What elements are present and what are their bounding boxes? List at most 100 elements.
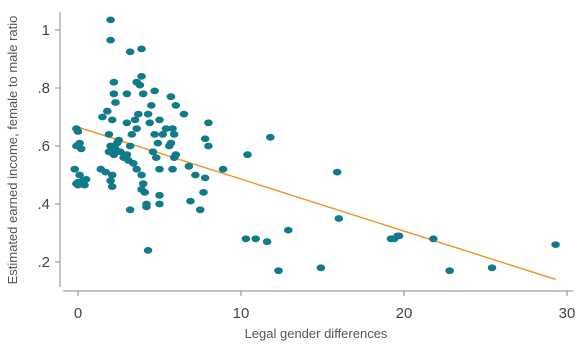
data-point xyxy=(283,226,293,234)
data-point xyxy=(96,165,106,173)
data-point xyxy=(109,151,119,159)
data-point xyxy=(106,177,115,185)
data-point xyxy=(199,189,208,196)
data-point xyxy=(116,148,125,156)
data-point xyxy=(179,110,189,118)
data-point xyxy=(127,131,137,138)
data-point xyxy=(241,235,251,243)
data-point xyxy=(204,119,213,127)
data-point xyxy=(75,171,84,179)
data-point xyxy=(200,135,210,143)
data-point xyxy=(153,139,163,147)
x-axis-title: Legal gender differences xyxy=(245,326,388,341)
data-point xyxy=(266,133,275,141)
fit-line-group xyxy=(77,126,556,281)
data-point xyxy=(125,206,135,214)
data-point xyxy=(262,238,272,246)
data-point xyxy=(107,116,117,124)
data-point xyxy=(109,78,119,86)
data-point xyxy=(106,16,115,24)
data-point xyxy=(186,197,195,205)
data-point xyxy=(76,145,86,153)
data-point xyxy=(107,171,117,179)
data-point xyxy=(169,131,179,138)
x-tick-label: 20 xyxy=(396,305,413,322)
y-tick-label: .6 xyxy=(37,138,50,155)
data-point xyxy=(137,45,146,53)
y-ticks: .2 .4 .6 .8 1 xyxy=(37,22,60,271)
data-point xyxy=(145,119,155,127)
data-point xyxy=(184,162,194,170)
data-point xyxy=(171,151,181,159)
data-point xyxy=(103,107,112,115)
data-point xyxy=(73,181,83,189)
data-point xyxy=(150,131,159,138)
data-point xyxy=(429,235,438,243)
data-point xyxy=(135,81,145,89)
y-tick-label: .4 xyxy=(37,196,50,213)
data-point xyxy=(151,154,161,162)
data-point xyxy=(137,186,146,193)
data-point xyxy=(332,168,342,176)
data-point xyxy=(70,165,80,173)
y-tick-label: .2 xyxy=(37,254,50,271)
data-point xyxy=(104,131,114,138)
data-point xyxy=(168,165,177,173)
data-point xyxy=(143,247,153,254)
data-point xyxy=(200,174,210,182)
data-point xyxy=(138,90,148,98)
data-point xyxy=(132,125,141,132)
data-point xyxy=(394,232,404,240)
y-tick-label: .8 xyxy=(37,80,50,97)
fit-line xyxy=(77,126,556,281)
data-point xyxy=(155,200,164,208)
data-point xyxy=(111,99,120,106)
data-point xyxy=(166,139,176,147)
data-point xyxy=(134,110,143,118)
data-point xyxy=(132,165,141,173)
data-point xyxy=(150,87,159,95)
data-point xyxy=(81,175,91,183)
data-point xyxy=(158,131,168,138)
data-point xyxy=(122,151,132,159)
data-point xyxy=(334,215,344,222)
data-point xyxy=(98,113,107,121)
data-point xyxy=(130,116,140,124)
y-tick-label: 1 xyxy=(42,22,50,39)
data-point xyxy=(218,165,228,173)
data-point xyxy=(107,183,117,191)
data-point xyxy=(161,125,171,132)
data-point xyxy=(143,110,153,118)
data-point xyxy=(168,125,177,132)
data-point xyxy=(166,93,176,101)
data-point xyxy=(142,203,151,211)
x-tick-label: 10 xyxy=(233,305,250,322)
data-point xyxy=(125,48,135,56)
data-point xyxy=(445,267,454,275)
data-point xyxy=(147,102,156,109)
data-point xyxy=(122,119,132,127)
x-tick-label: 30 xyxy=(559,305,576,322)
data-point xyxy=(73,128,83,135)
data-point xyxy=(80,181,89,189)
data-point xyxy=(204,142,213,150)
y-axis-title: Estimated earned income, female to male … xyxy=(5,16,20,285)
data-point xyxy=(155,191,164,199)
x-ticks: 0 10 20 30 xyxy=(74,291,576,322)
data-point xyxy=(551,241,560,249)
data-point xyxy=(138,180,148,188)
data-point xyxy=(75,139,84,147)
points-group xyxy=(70,16,560,275)
x-tick-label: 0 xyxy=(74,305,82,322)
data-point xyxy=(114,136,124,144)
data-point xyxy=(148,148,158,156)
data-point xyxy=(251,235,260,243)
data-point xyxy=(155,165,164,173)
data-point xyxy=(109,90,119,98)
data-point xyxy=(137,73,146,80)
data-point xyxy=(316,264,326,272)
data-point xyxy=(125,142,135,150)
data-point xyxy=(106,36,115,44)
data-point xyxy=(487,264,497,272)
